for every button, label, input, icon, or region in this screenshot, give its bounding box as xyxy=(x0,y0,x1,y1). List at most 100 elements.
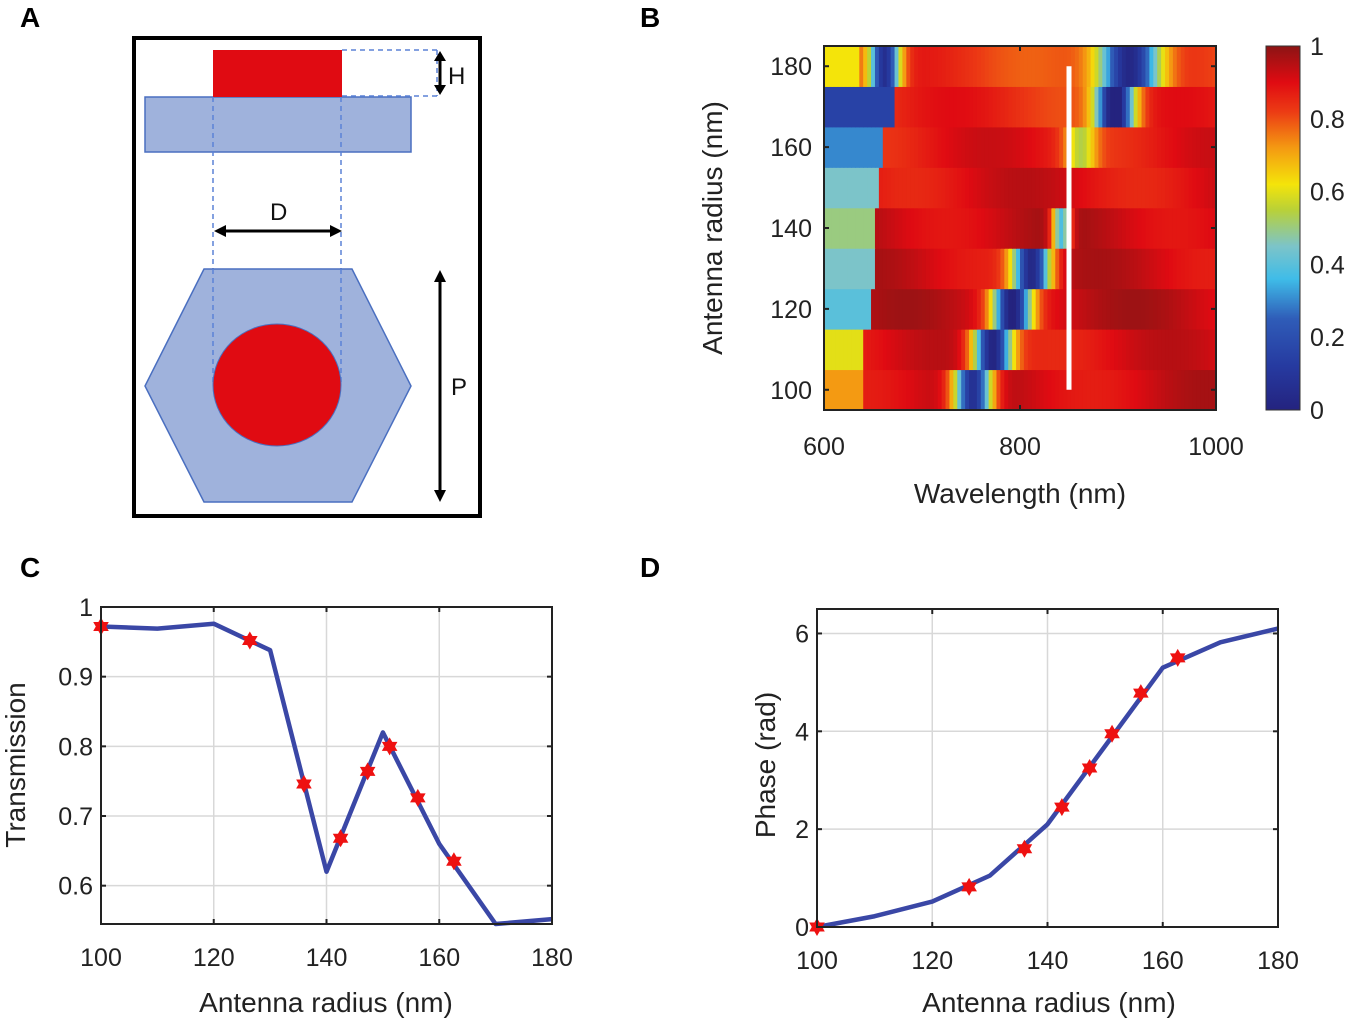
heatmap-cell xyxy=(1031,288,1037,330)
heatmap-cell xyxy=(1047,207,1052,249)
heatmap-cell xyxy=(937,329,943,371)
heatmap-cell xyxy=(1200,86,1205,128)
heatmap-cell xyxy=(1059,329,1064,371)
heatmap-cell xyxy=(1008,248,1013,290)
series-line-transmission xyxy=(100,621,553,927)
heatmap-cell xyxy=(988,288,994,330)
heatmap-cell xyxy=(1016,86,1021,128)
heatmap-cell xyxy=(855,288,860,330)
heatmap-cell xyxy=(1165,248,1170,290)
heatmap-cell xyxy=(1031,46,1037,87)
heatmap-cell xyxy=(1055,288,1060,330)
heatmap-cell xyxy=(1098,329,1103,371)
heatmap-cell xyxy=(992,248,998,290)
heatmap-cell xyxy=(1196,369,1201,411)
heatmap-cell xyxy=(1145,329,1150,371)
heatmap-cell xyxy=(1020,248,1025,290)
heatmap-cell xyxy=(1172,86,1178,128)
heatmap-cell xyxy=(988,329,994,371)
heatmap-cell xyxy=(1188,329,1194,371)
heatmap-cell xyxy=(1176,167,1182,209)
heatmap-cell xyxy=(863,369,868,411)
heatmap-cell xyxy=(910,329,915,371)
heatmap-cell xyxy=(1035,329,1041,371)
heatmap-cell xyxy=(851,46,856,87)
heatmap-cell xyxy=(843,86,849,128)
heatmap-cell xyxy=(937,46,943,87)
heatmap-cell xyxy=(1110,86,1115,128)
heatmap-cell xyxy=(824,207,829,249)
data-marker xyxy=(359,762,376,781)
heatmap-cell xyxy=(1212,207,1217,249)
heatmap-cell xyxy=(1188,126,1194,168)
heatmap-cell xyxy=(894,46,900,87)
heatmap-cell xyxy=(867,248,872,290)
heatmap-cell xyxy=(1145,288,1150,330)
heatmap-cell xyxy=(1168,248,1174,290)
diameter-arrow-icon xyxy=(214,225,342,237)
heatmap-cell xyxy=(1212,329,1217,371)
axes-frame-d xyxy=(816,608,1279,928)
heatmap-cell xyxy=(1098,126,1103,168)
heatmap-cell xyxy=(1184,167,1190,209)
heatmap-cell xyxy=(1047,46,1052,87)
heatmap-cell xyxy=(1004,167,1009,209)
heatmap-cell xyxy=(1192,369,1197,411)
heatmap-cell xyxy=(1121,207,1127,249)
heatmap-cell xyxy=(969,167,974,209)
heatmap-cell xyxy=(1027,167,1033,209)
heatmap-cell xyxy=(1094,167,1099,209)
heatmap-cell xyxy=(1188,86,1194,128)
heatmap-cell xyxy=(1168,369,1174,411)
heatmap-cell xyxy=(1129,126,1135,168)
heatmap-cell xyxy=(831,207,837,249)
heatmap-cell xyxy=(1118,126,1123,168)
heatmap-cell xyxy=(878,126,884,168)
heatmap-cell xyxy=(1051,46,1056,87)
colorbar-tick-label: 1 xyxy=(1310,33,1324,61)
heatmap-cell xyxy=(1098,369,1103,411)
heatmap-cell xyxy=(953,329,958,371)
heatmap-cell xyxy=(969,86,974,128)
heatmap-cell xyxy=(898,248,903,290)
heatmap-cell xyxy=(922,207,927,249)
markers-d xyxy=(809,648,1186,936)
heatmap-cell xyxy=(996,207,1001,249)
heatmap-cell xyxy=(855,207,860,249)
heatmap-cell xyxy=(1055,248,1060,290)
heatmap-cell xyxy=(1133,46,1139,87)
heatmap-cell xyxy=(1067,207,1072,249)
heatmap-cell xyxy=(1133,167,1139,209)
heatmap-cell xyxy=(1047,248,1052,290)
heatmap-cell xyxy=(874,369,880,411)
colorbar-tick-label: 0 xyxy=(1310,397,1324,425)
heatmap-cell xyxy=(933,167,939,209)
heatmap-cell xyxy=(1039,329,1045,371)
heatmap-cell xyxy=(1000,288,1005,330)
y-tick-label: 6 xyxy=(795,620,809,648)
heatmap-cell xyxy=(827,288,833,330)
heatmap-cell xyxy=(922,86,927,128)
heatmap-cell xyxy=(910,46,915,87)
heatmap-cell xyxy=(914,369,919,411)
heatmap-cell xyxy=(1172,369,1178,411)
heatmap-cell xyxy=(1149,248,1154,290)
heatmap-cell xyxy=(996,46,1001,87)
heatmap-cell xyxy=(1027,248,1033,290)
heatmap-cell xyxy=(1196,126,1201,168)
heatmap-cell xyxy=(1020,46,1025,87)
heatmap-cell xyxy=(855,329,860,371)
heatmap-cell xyxy=(1074,248,1080,290)
heatmap-cell xyxy=(1067,86,1072,128)
heatmap-cell xyxy=(1212,86,1217,128)
heatmap-cell xyxy=(957,288,962,330)
heatmap-cell xyxy=(1172,248,1178,290)
heatmap-cell xyxy=(929,86,935,128)
heatmap-cell xyxy=(894,86,900,128)
heatmap-cell xyxy=(961,248,966,290)
heatmap-cell xyxy=(894,126,900,168)
heatmap-cell xyxy=(1102,329,1107,371)
heatmap-cell xyxy=(906,369,911,411)
heatmap-cell xyxy=(1137,329,1143,371)
